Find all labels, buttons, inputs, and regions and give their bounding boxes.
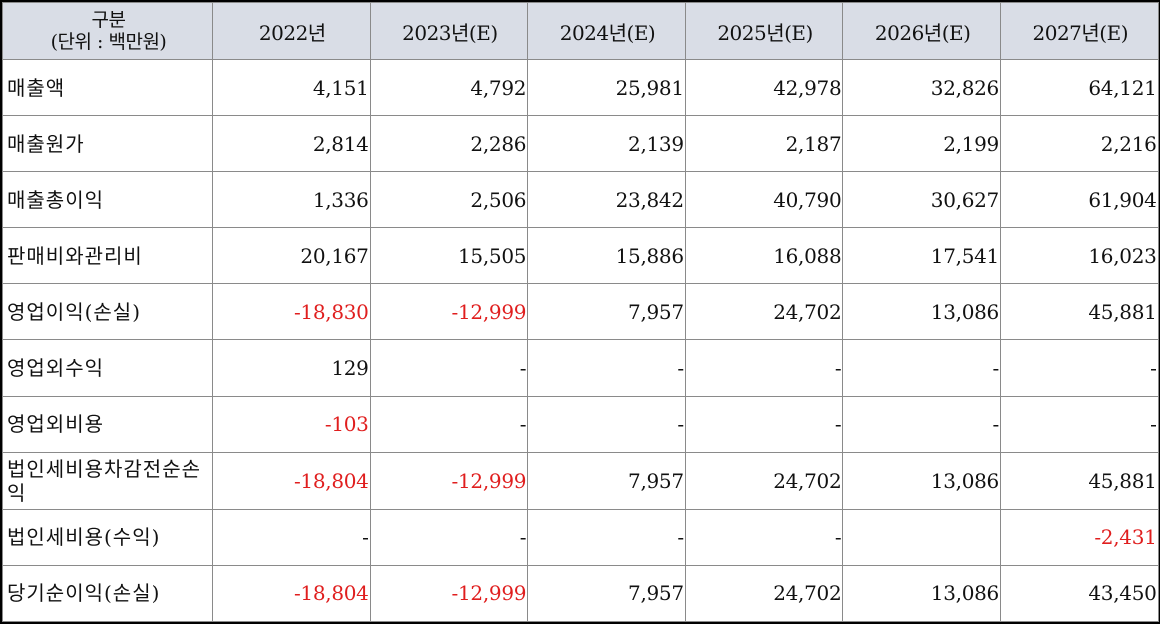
value-cell: - — [527, 508, 686, 566]
value-cell: 24,702 — [684, 564, 844, 623]
value-cell — [842, 508, 1001, 566]
row-label: 판매비와관리비 — [2, 227, 213, 285]
value-cell: - — [999, 395, 1159, 453]
value-cell: 43,450 — [999, 564, 1159, 623]
value-cell: 7,957 — [527, 564, 686, 623]
value-cell: 2,286 — [369, 115, 529, 173]
row-label: 매출액 — [2, 58, 213, 117]
table-row: 판매비와관리비 20,167 15,505 15,886 16,088 17,541 16,… — [2, 227, 1159, 285]
value-cell: -18,804 — [212, 451, 371, 510]
value-cell: 2,814 — [212, 115, 371, 173]
value-cell: 20,167 — [212, 227, 371, 285]
year-header: 2023년(E) — [369, 2, 529, 60]
header-label-line2: (단위 : 백만원) — [50, 31, 167, 53]
value-cell: -103 — [212, 395, 371, 453]
value-cell: 2,506 — [369, 171, 529, 229]
value-cell: 15,505 — [369, 227, 529, 285]
value-cell: 4,792 — [369, 58, 529, 117]
value-cell: -18,804 — [212, 564, 371, 623]
value-cell: 45,881 — [999, 451, 1159, 510]
value-cell: - — [527, 339, 686, 397]
value-cell: - — [842, 395, 1001, 453]
value-cell: -12,999 — [369, 564, 529, 623]
table-row: 매출액 4,151 4,792 25,981 42,978 32,826 64,121 — [2, 58, 1159, 117]
value-cell: 13,086 — [842, 564, 1001, 623]
row-label: 법인세비용(수익) — [2, 508, 213, 566]
value-cell: - — [684, 508, 844, 566]
value-cell: -12,999 — [369, 451, 529, 510]
value-cell: 1,336 — [212, 171, 371, 229]
value-cell: 16,023 — [999, 227, 1159, 285]
value-cell: 24,702 — [684, 283, 844, 341]
value-cell: 25,981 — [527, 58, 686, 117]
value-cell: 42,978 — [684, 58, 844, 117]
year-header: 2025년(E) — [684, 2, 844, 60]
table-row: 매출원가 2,814 2,286 2,139 2,187 2,199 2,216 — [2, 115, 1159, 173]
value-cell: 2,216 — [999, 115, 1159, 173]
value-cell: 15,886 — [527, 227, 686, 285]
header-label-cell: 구분 (단위 : 백만원) — [2, 2, 213, 60]
table-row: 영업외수익 129- - - - - — [2, 339, 1159, 397]
value-cell: - — [684, 395, 844, 453]
row-label: 당기순이익(손실) — [2, 564, 213, 623]
header-label-line1: 구분 — [91, 9, 126, 31]
value-cell: 7,957 — [527, 283, 686, 341]
table-row: 법인세비용차감전순손익 -18,804 -12,999 7,957 24,702 13,0… — [2, 451, 1159, 510]
value-cell: - — [684, 339, 844, 397]
value-cell: - — [369, 395, 529, 453]
value-cell: - — [369, 508, 529, 566]
value-cell: -12,999 — [369, 283, 529, 341]
row-label: 매출총이익 — [2, 171, 213, 229]
value-cell: 24,702 — [684, 451, 844, 510]
value-cell: 2,199 — [842, 115, 1001, 173]
row-label: 법인세비용차감전순손익 — [2, 451, 213, 510]
value-cell: - — [212, 508, 371, 566]
value-cell: 64,121 — [999, 58, 1159, 117]
value-cell: -18,830 — [212, 283, 371, 341]
value-cell: - — [527, 395, 686, 453]
table-row: 영업이익(손실) -18,830 -12,999 7,957 24,702 13,086 4… — [2, 283, 1159, 341]
value-cell: - — [369, 339, 529, 397]
value-cell: - — [842, 339, 1001, 397]
value-cell: 32,826 — [842, 58, 1001, 117]
value-cell: 4,151 — [212, 58, 371, 117]
year-header: 2027년(E) — [999, 2, 1159, 60]
table-row: 영업외비용 -103- - - - - — [2, 395, 1159, 453]
row-label: 영업이익(손실) — [2, 283, 213, 341]
value-cell: 40,790 — [684, 171, 844, 229]
value-cell: - — [999, 339, 1159, 397]
value-cell: 61,904 — [999, 171, 1159, 229]
value-cell: 16,088 — [684, 227, 844, 285]
value-cell: 23,842 — [527, 171, 686, 229]
value-cell: 17,541 — [842, 227, 1001, 285]
value-cell: 2,139 — [527, 115, 686, 173]
value-cell: 30,627 — [842, 171, 1001, 229]
year-header: 2022년 — [212, 2, 371, 60]
row-label: 영업외비용 — [2, 395, 213, 453]
value-cell: 2,187 — [684, 115, 844, 173]
value-cell: -2,431 — [999, 508, 1159, 566]
year-header: 2026년(E) — [842, 2, 1001, 60]
row-label: 매출원가 — [2, 115, 213, 173]
value-cell: 45,881 — [999, 283, 1159, 341]
table-row: 당기순이익(손실) -18,804 -12,999 7,957 24,702 13,086… — [2, 564, 1159, 623]
year-header: 2024년(E) — [527, 2, 686, 60]
row-label: 영업외수익 — [2, 339, 213, 397]
table-row: 법인세비용(수익) - - - - -2,431 — [2, 508, 1159, 566]
value-cell: 129 — [212, 339, 371, 397]
value-cell: 13,086 — [842, 451, 1001, 510]
table-row: 매출총이익 1,336 2,506 23,842 40,790 30,627 61,904 — [2, 171, 1159, 229]
header-row: 구분 (단위 : 백만원) 2022년 2023년(E) 2024년(E) 20… — [2, 2, 1159, 60]
value-cell: 7,957 — [527, 451, 686, 510]
value-cell: 13,086 — [842, 283, 1001, 341]
